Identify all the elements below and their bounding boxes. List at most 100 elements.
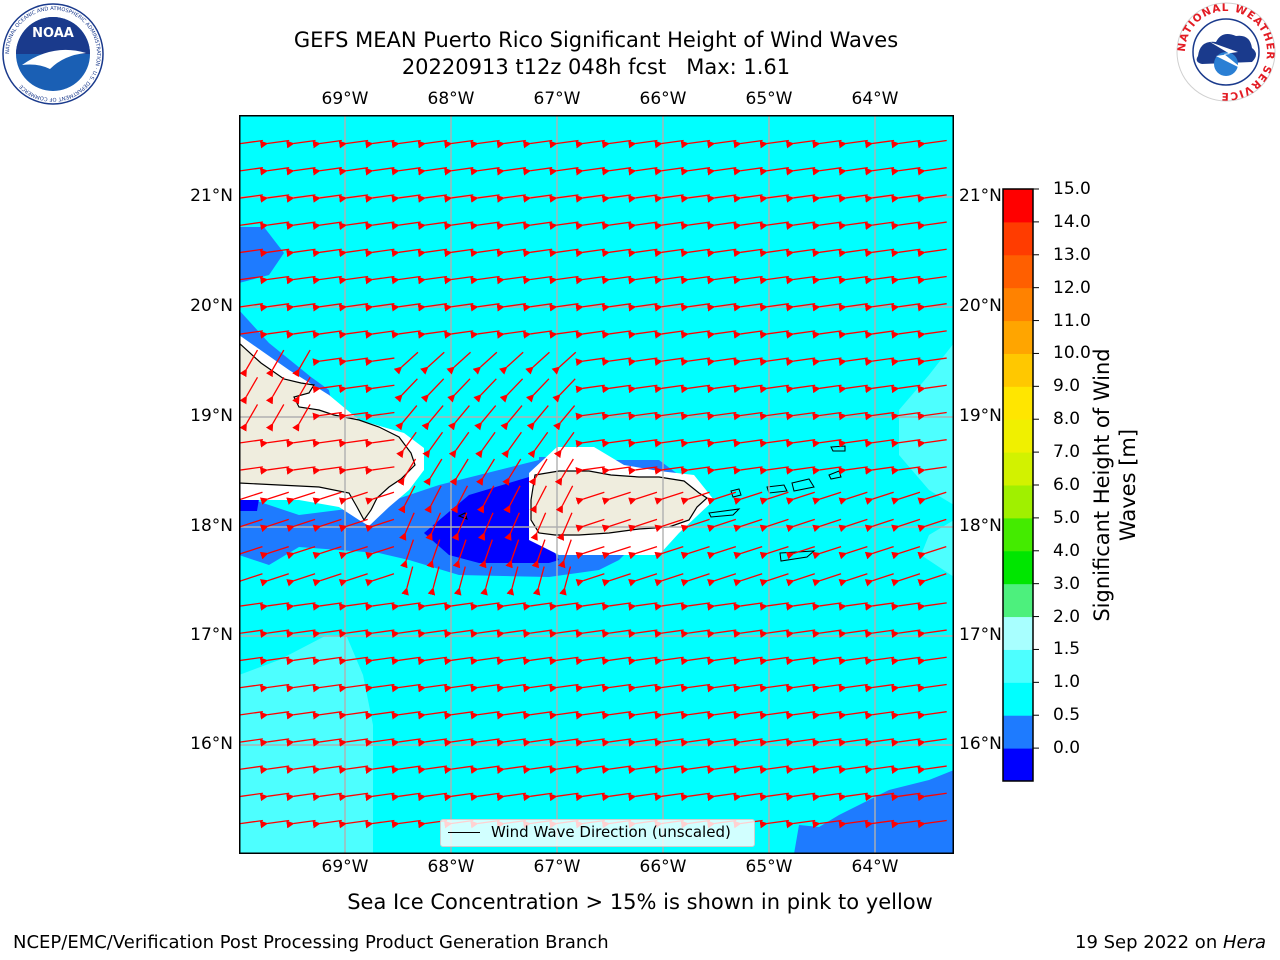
noaa-logo: NOAA NATIONAL OCEANIC AND ATMOSPHERIC AD… bbox=[2, 3, 104, 105]
wave-direction-arrow bbox=[239, 248, 263, 258]
wave-direction-arrow bbox=[365, 711, 395, 720]
wave-direction-arrow bbox=[917, 491, 947, 505]
wave-direction-arrow bbox=[522, 248, 553, 258]
wave-direction-arrow bbox=[838, 765, 868, 774]
wave-direction-arrow bbox=[265, 349, 285, 378]
wave-direction-arrow bbox=[785, 194, 816, 203]
wave-direction-arrow bbox=[759, 275, 789, 285]
wave-direction-arrow bbox=[239, 819, 263, 829]
wave-direction-arrow bbox=[239, 439, 263, 448]
wave-direction-arrow bbox=[470, 303, 500, 312]
wave-direction-arrow bbox=[575, 491, 605, 505]
wave-direction-arrow bbox=[917, 303, 947, 312]
wave-direction-arrow bbox=[522, 330, 553, 339]
wave-direction-arrow bbox=[601, 602, 632, 611]
wave-direction-arrow bbox=[312, 411, 342, 421]
x-tick-top: 66°W bbox=[639, 89, 687, 109]
wave-direction-arrow bbox=[549, 221, 579, 230]
wave-direction-arrow bbox=[575, 167, 605, 176]
wave-direction-arrow bbox=[785, 518, 815, 533]
wave-direction-arrow bbox=[707, 411, 737, 421]
wave-direction-arrow bbox=[426, 539, 441, 569]
wave-direction-arrow bbox=[239, 194, 263, 203]
wave-direction-arrow bbox=[654, 602, 684, 611]
colorbar-segment bbox=[1003, 715, 1033, 749]
wave-direction-arrow bbox=[470, 602, 500, 611]
wave-direction-arrow bbox=[785, 819, 816, 829]
y-tick-left: 16°N bbox=[190, 734, 233, 754]
x-tick-bottom: 65°W bbox=[745, 857, 793, 877]
wave-direction-arrow bbox=[917, 545, 947, 560]
wave-direction-arrow bbox=[500, 405, 523, 431]
wave-direction-arrow bbox=[707, 656, 737, 666]
wave-direction-arrow bbox=[785, 573, 815, 587]
wave-direction-arrow bbox=[259, 545, 289, 560]
wave-direction-arrow bbox=[707, 194, 737, 203]
wave-direction-arrow bbox=[759, 491, 789, 505]
wave-direction-arrow bbox=[470, 221, 500, 230]
wave-direction-arrow bbox=[628, 792, 658, 802]
wave-direction-arrow bbox=[575, 357, 605, 366]
wave-direction-arrow bbox=[601, 711, 632, 720]
wave-direction-arrow bbox=[680, 711, 711, 720]
colorbar-segment bbox=[1003, 287, 1033, 322]
wave-direction-arrow bbox=[575, 602, 605, 611]
wave-direction-arrow bbox=[365, 384, 395, 394]
wave-direction-arrow bbox=[396, 431, 417, 459]
wave-direction-arrow bbox=[417, 167, 448, 176]
wave-direction-arrow bbox=[628, 221, 658, 230]
wave-direction-arrow bbox=[417, 765, 448, 774]
wave-direction-arrow bbox=[312, 683, 342, 693]
wave-direction-arrow bbox=[499, 378, 524, 403]
wave-direction-arrow bbox=[554, 458, 574, 486]
wave-direction-arrow bbox=[549, 330, 579, 339]
colorbar-segment bbox=[1003, 583, 1033, 618]
wave-direction-arrow bbox=[785, 629, 816, 638]
wave-direction-arrow bbox=[417, 683, 448, 693]
wave-direction-arrow bbox=[601, 221, 632, 230]
wave-direction-arrow bbox=[312, 491, 342, 505]
wave-direction-arrow bbox=[601, 384, 632, 394]
colorbar-tick-label: 8.0 bbox=[1053, 409, 1081, 430]
wave-direction-arrow bbox=[470, 792, 500, 802]
wave-direction-arrow bbox=[891, 167, 921, 176]
wave-direction-arrow bbox=[470, 656, 500, 666]
y-tick-left: 20°N bbox=[190, 296, 233, 316]
wave-direction-arrow bbox=[496, 738, 526, 747]
footer-host: Hera bbox=[1222, 932, 1266, 953]
wave-direction-arrow bbox=[286, 330, 316, 339]
wave-direction-arrow bbox=[401, 566, 414, 596]
wave-direction-arrow bbox=[496, 330, 526, 339]
wave-direction-arrow bbox=[286, 491, 316, 505]
wave-direction-arrow bbox=[891, 357, 921, 366]
wave-direction-arrow bbox=[480, 566, 493, 596]
wave-direction-arrow bbox=[680, 629, 711, 638]
wave-direction-arrow bbox=[259, 738, 290, 747]
wave-direction-arrow bbox=[838, 303, 868, 312]
wave-direction-arrow bbox=[759, 330, 789, 339]
wave-direction-arrow bbox=[838, 602, 868, 611]
wave-direction-arrow bbox=[733, 357, 763, 366]
wave-direction-arrow bbox=[286, 518, 316, 533]
wave-direction-arrow bbox=[365, 656, 395, 666]
colorbar-segment bbox=[1003, 386, 1033, 420]
colorbar-tick-label: 10.0 bbox=[1053, 343, 1091, 364]
wave-direction-arrow bbox=[470, 167, 500, 176]
wave-direction-arrow bbox=[680, 221, 711, 230]
wave-direction-arrow bbox=[707, 275, 737, 285]
wave-direction-arrow bbox=[575, 194, 605, 203]
wave-direction-arrow bbox=[338, 629, 369, 638]
wave-direction-arrow bbox=[864, 602, 895, 611]
wave-direction-arrow bbox=[522, 303, 553, 312]
wave-direction-arrow bbox=[654, 491, 684, 505]
wave-direction-arrow bbox=[733, 275, 763, 285]
wave-direction-arrow bbox=[365, 167, 395, 176]
wave-direction-arrow bbox=[239, 139, 263, 149]
wave-direction-arrow bbox=[601, 491, 631, 505]
wave-direction-arrow bbox=[654, 466, 684, 475]
wave-direction-arrow bbox=[312, 303, 342, 312]
colorbar-segment bbox=[1003, 221, 1033, 256]
wave-direction-arrow bbox=[312, 602, 342, 611]
wave-direction-arrow bbox=[917, 765, 947, 774]
x-tick-top: 67°W bbox=[533, 89, 581, 109]
